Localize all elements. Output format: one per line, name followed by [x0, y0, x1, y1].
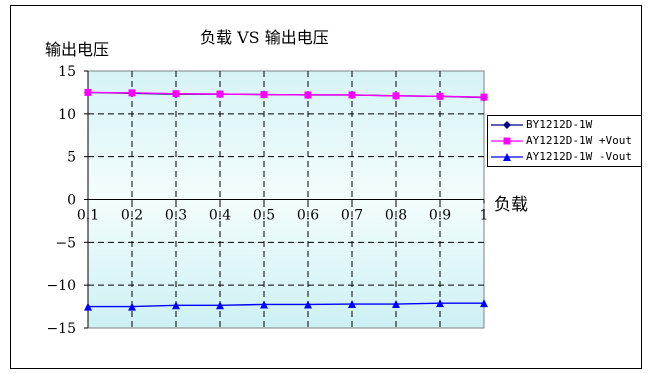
series-line-1 — [87, 91, 485, 98]
data-point-square — [348, 91, 356, 99]
data-point-square — [84, 88, 92, 96]
x-tick-label: 0.1 — [77, 208, 99, 224]
data-point-square — [172, 90, 180, 98]
x-tick-label: 0.5 — [253, 208, 275, 224]
y-tick-label: 5 — [67, 150, 76, 166]
data-point-triangle — [392, 300, 400, 309]
chart-title: 负载 VS 输出电压 — [200, 28, 329, 47]
legend-label: AY1212D-1W -Vout — [526, 150, 632, 163]
data-point-square — [436, 92, 444, 100]
data-point-triangle — [480, 299, 488, 308]
legend-swatch-triangle — [491, 153, 523, 161]
y-tick-label: −5 — [55, 235, 76, 251]
x-tick-label: 0.3 — [165, 208, 187, 224]
data-point-triangle — [216, 301, 224, 310]
data-point-triangle — [348, 300, 356, 309]
y-tick-label: 0 — [67, 193, 76, 209]
data-point-square — [216, 90, 224, 98]
data-point-square — [392, 92, 400, 100]
legend-label: AY1212D-1W +Vout — [526, 134, 632, 147]
y-tick-label: 15 — [58, 64, 76, 80]
data-point-triangle — [84, 302, 92, 311]
legend-item-by1212d: BY1212D-1W — [488, 117, 641, 133]
data-point-triangle — [128, 302, 136, 311]
x-tick-label: 0.4 — [209, 208, 231, 224]
data-point-triangle — [260, 300, 268, 309]
x-tick-label: 1 — [480, 208, 489, 224]
legend-swatch-diamond — [491, 121, 523, 129]
x-tick-label: 0.7 — [341, 208, 363, 224]
data-point-triangle — [304, 300, 312, 309]
legend: BY1212D-1W AY1212D-1W +Vout AY1212D-1W -… — [487, 115, 642, 167]
x-tick-label: 0.9 — [429, 208, 451, 224]
x-tick-label: 0.6 — [297, 208, 319, 224]
y-axis-label: 输出电压 — [45, 40, 110, 59]
data-point-square — [304, 91, 312, 99]
y-tick-label: −15 — [46, 321, 76, 337]
y-tick-label: 10 — [58, 107, 76, 123]
x-axis-label: 负载 — [494, 195, 528, 215]
x-tick-label: 0.8 — [385, 208, 407, 224]
legend-swatch-square — [491, 137, 523, 145]
data-point-square — [480, 93, 488, 101]
y-tick-label: −10 — [46, 278, 76, 294]
x-tick-label: 0.2 — [121, 208, 143, 224]
data-point-square — [260, 91, 268, 99]
data-point-triangle — [436, 299, 444, 308]
legend-item-ay1212d-pos: AY1212D-1W +Vout — [488, 133, 641, 149]
data-point-triangle — [172, 301, 180, 310]
data-point-square — [128, 89, 136, 97]
legend-item-ay1212d-neg: AY1212D-1W -Vout — [488, 149, 641, 165]
series-line-2 — [88, 302, 484, 308]
legend-label: BY1212D-1W — [526, 118, 593, 131]
